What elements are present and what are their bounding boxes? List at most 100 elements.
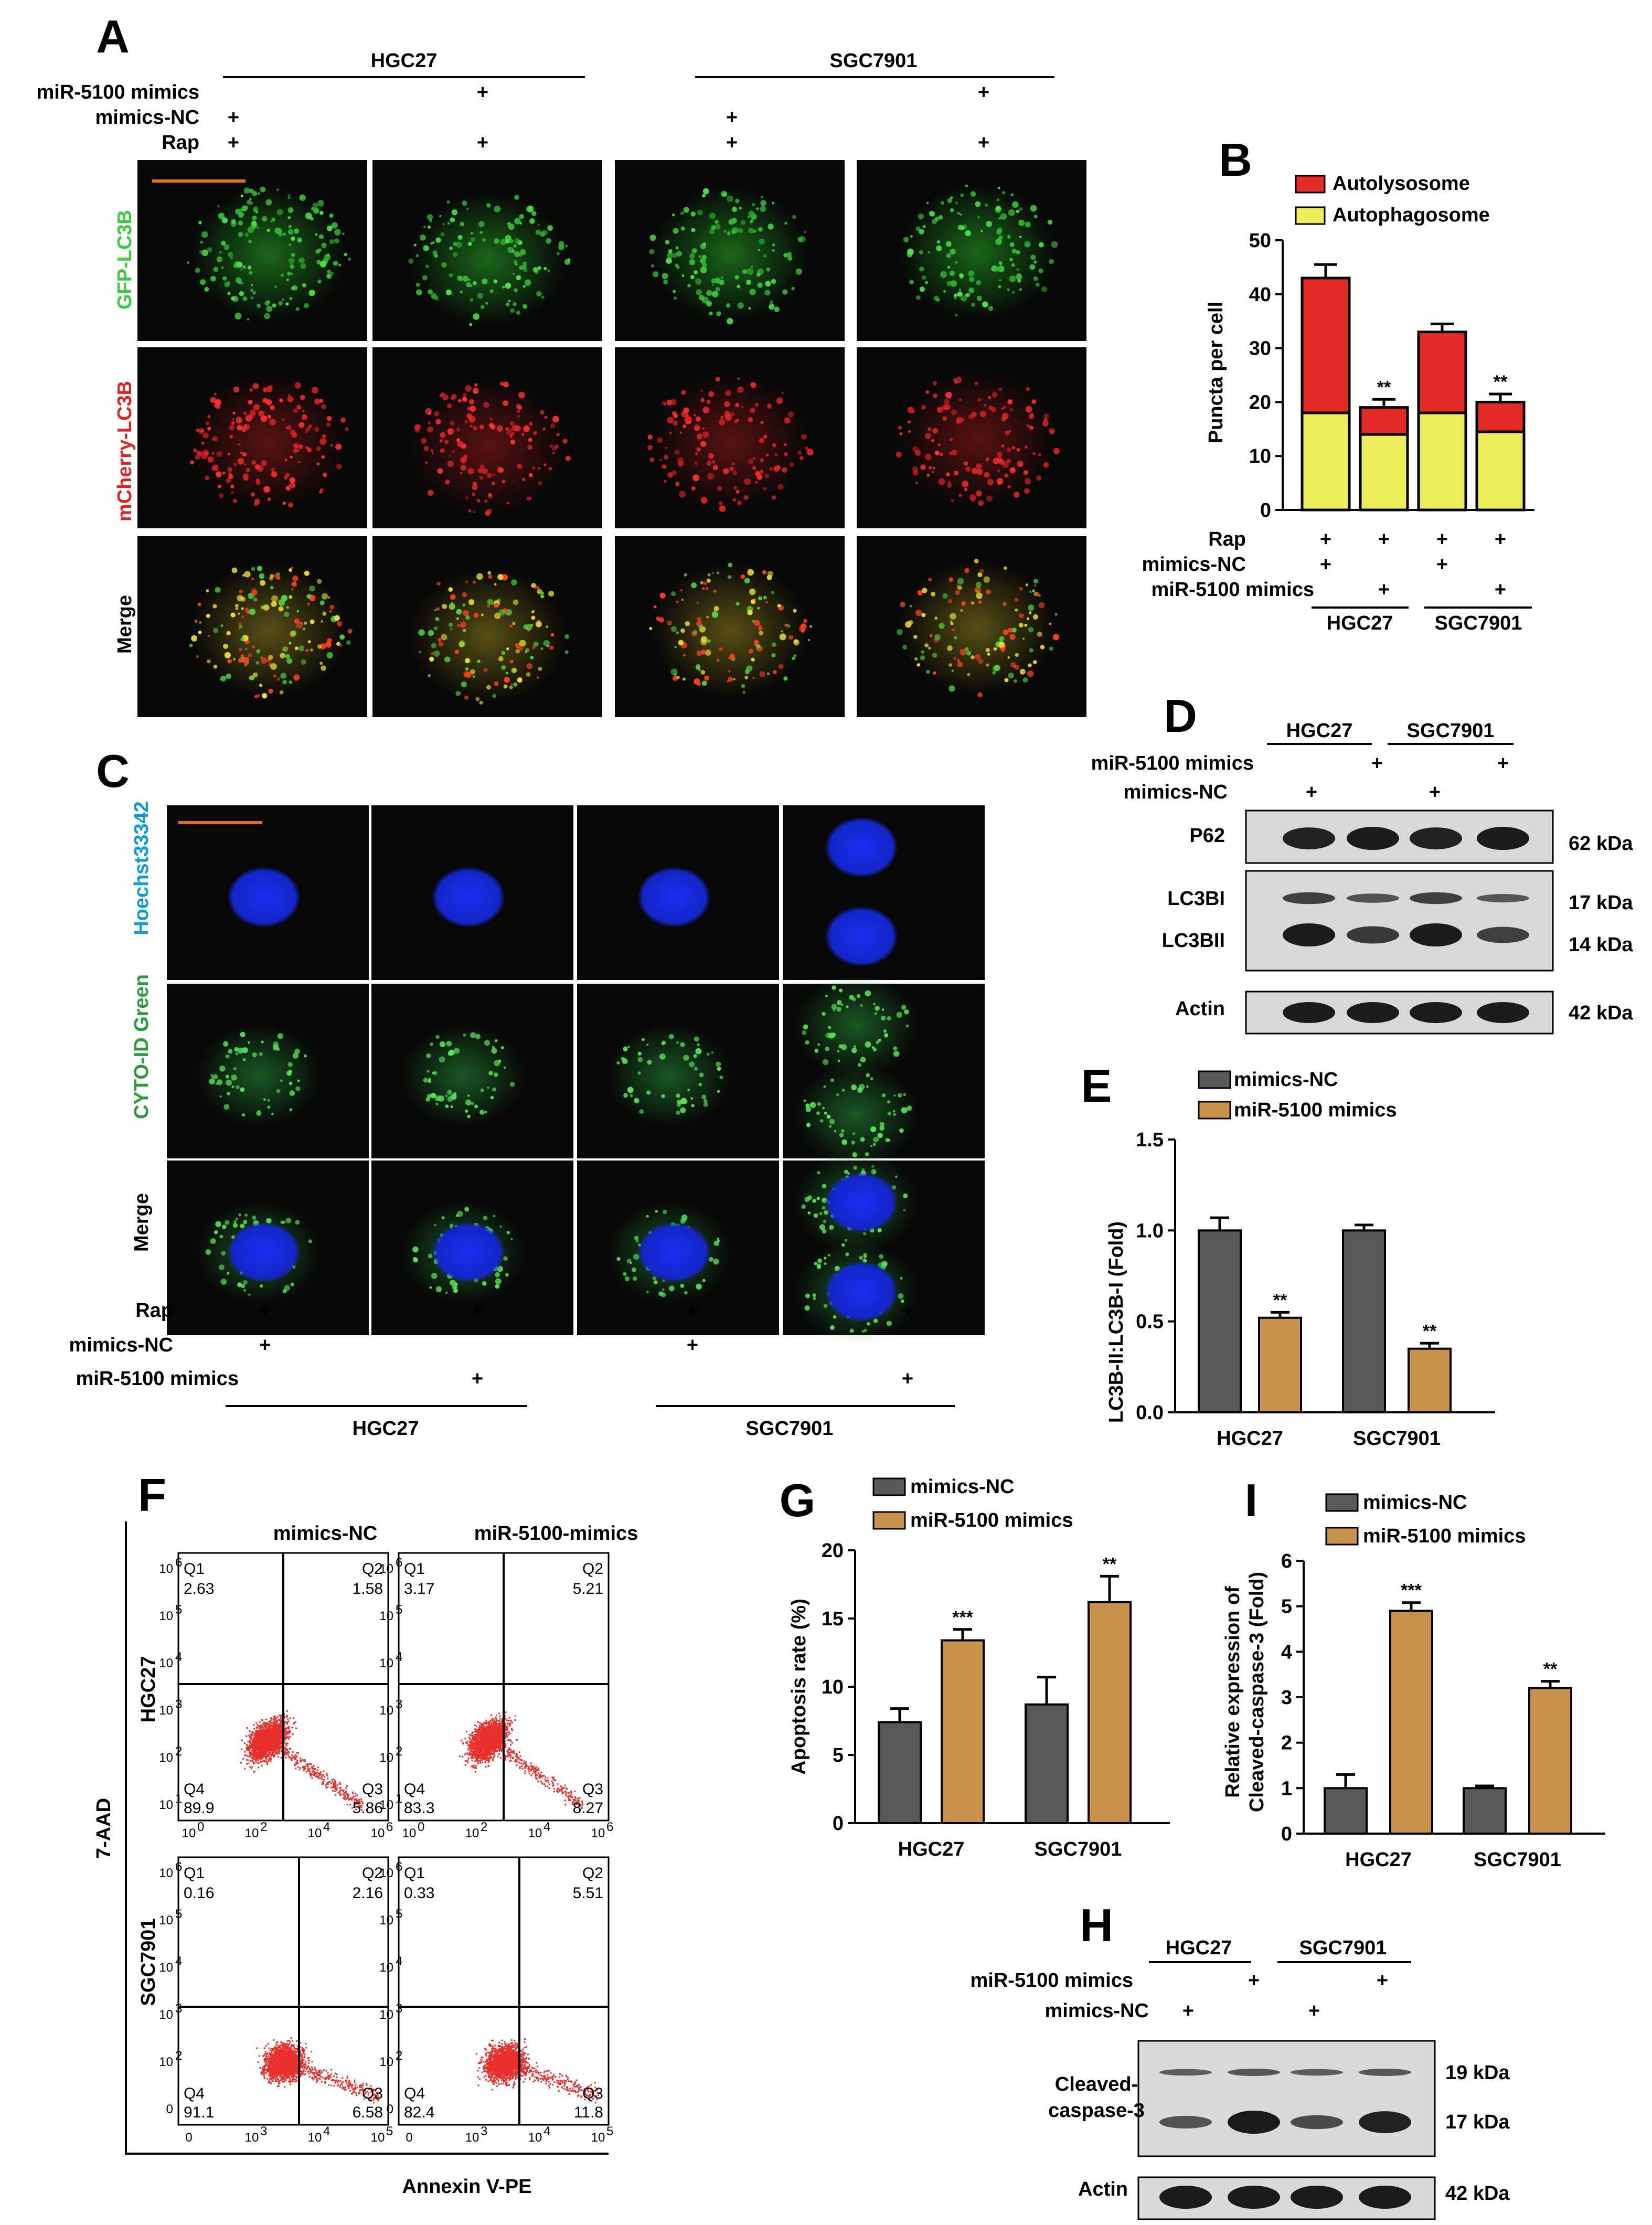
puncta (719, 505, 726, 512)
event-dot (255, 1759, 257, 1761)
puncta (344, 253, 347, 257)
puncta (533, 431, 537, 435)
autophagic-vacuole (859, 1255, 863, 1260)
puncta (997, 452, 1002, 457)
event-dot (253, 1758, 254, 1760)
event-dot (347, 1797, 349, 1799)
puncta (975, 654, 981, 660)
puncta (297, 238, 302, 243)
puncta (414, 424, 421, 431)
puncta (456, 241, 462, 248)
puncta (546, 625, 548, 627)
cell-body (409, 568, 567, 704)
puncta (306, 427, 311, 431)
puncta (543, 267, 547, 270)
panel-c-label: C (96, 745, 130, 797)
puncta (948, 599, 952, 603)
puncta (420, 235, 426, 241)
nucleus (825, 1172, 898, 1233)
puncta (929, 466, 932, 470)
puncta (796, 268, 802, 274)
autophagic-vacuole (434, 1224, 436, 1226)
puncta (440, 448, 445, 453)
event-dot (264, 1744, 266, 1746)
puncta (691, 211, 696, 217)
puncta (205, 421, 209, 425)
autophagic-vacuole (810, 1102, 816, 1109)
puncta (788, 635, 793, 640)
puncta (907, 252, 912, 257)
puncta (784, 222, 787, 225)
puncta (500, 381, 504, 386)
puncta (702, 588, 705, 590)
event-dot (253, 1749, 255, 1751)
event-dot (295, 1768, 296, 1769)
puncta (777, 604, 781, 608)
event-dot (262, 1761, 263, 1762)
puncta (954, 471, 958, 475)
puncta (996, 206, 1000, 210)
event-dot (287, 1751, 289, 1753)
puncta (272, 303, 276, 307)
puncta (211, 467, 214, 470)
puncta (756, 207, 759, 210)
event-dot (261, 1737, 263, 1738)
puncta (1034, 215, 1038, 218)
puncta (773, 466, 780, 472)
puncta (559, 241, 564, 247)
event-dot (307, 1769, 308, 1770)
autophagic-vacuole (248, 1041, 250, 1044)
puncta (1037, 632, 1042, 637)
autophagic-vacuole (817, 1043, 820, 1046)
f-ylabel: 7-AAD (93, 1798, 115, 1859)
y-tick-exponent: 1 (175, 1792, 182, 1806)
puncta (947, 483, 952, 487)
puncta (1017, 461, 1024, 467)
puncta (498, 467, 504, 473)
event-dot (290, 1759, 292, 1760)
event-dot (317, 1766, 319, 1768)
event-dot (275, 1738, 277, 1740)
f-row-hgc27: HGC27 (137, 1656, 159, 1723)
event-dot (262, 1752, 264, 1753)
puncta (252, 291, 256, 295)
event-dot (336, 1790, 337, 1791)
event-dot (279, 1723, 280, 1725)
puncta (434, 609, 436, 611)
nucleus (637, 1222, 711, 1283)
puncta (1008, 656, 1010, 658)
autophagic-vacuole (439, 1057, 445, 1063)
event-dot (257, 1743, 259, 1745)
puncta (1049, 428, 1055, 434)
puncta (532, 466, 535, 470)
event-dot (325, 1785, 326, 1786)
puncta (425, 461, 428, 464)
autophagic-vacuole (822, 1107, 825, 1110)
puncta (977, 295, 982, 301)
puncta (746, 280, 751, 285)
puncta (707, 461, 712, 466)
puncta (960, 609, 963, 612)
event-dot (331, 1783, 332, 1784)
event-dot (286, 1723, 288, 1724)
autophagic-vacuole (824, 1085, 826, 1088)
event-dot (345, 1791, 347, 1792)
event-dot (274, 1717, 275, 1718)
puncta (484, 499, 488, 503)
event-dot (265, 1724, 267, 1726)
puncta (953, 378, 956, 382)
puncta (783, 676, 787, 680)
puncta (526, 206, 532, 212)
puncta (251, 645, 254, 648)
puncta (287, 216, 291, 219)
puncta (291, 273, 293, 275)
e-chart: 0.00.51.01.5**HGC27**SGC7901 (1136, 1129, 1495, 1450)
puncta (190, 461, 194, 465)
autophagic-vacuole (240, 1088, 244, 1092)
puncta (792, 657, 795, 660)
event-dot (275, 1729, 276, 1731)
event-dot (275, 1753, 277, 1754)
puncta (723, 468, 729, 474)
event-dot (305, 1771, 307, 1773)
puncta (218, 485, 221, 488)
